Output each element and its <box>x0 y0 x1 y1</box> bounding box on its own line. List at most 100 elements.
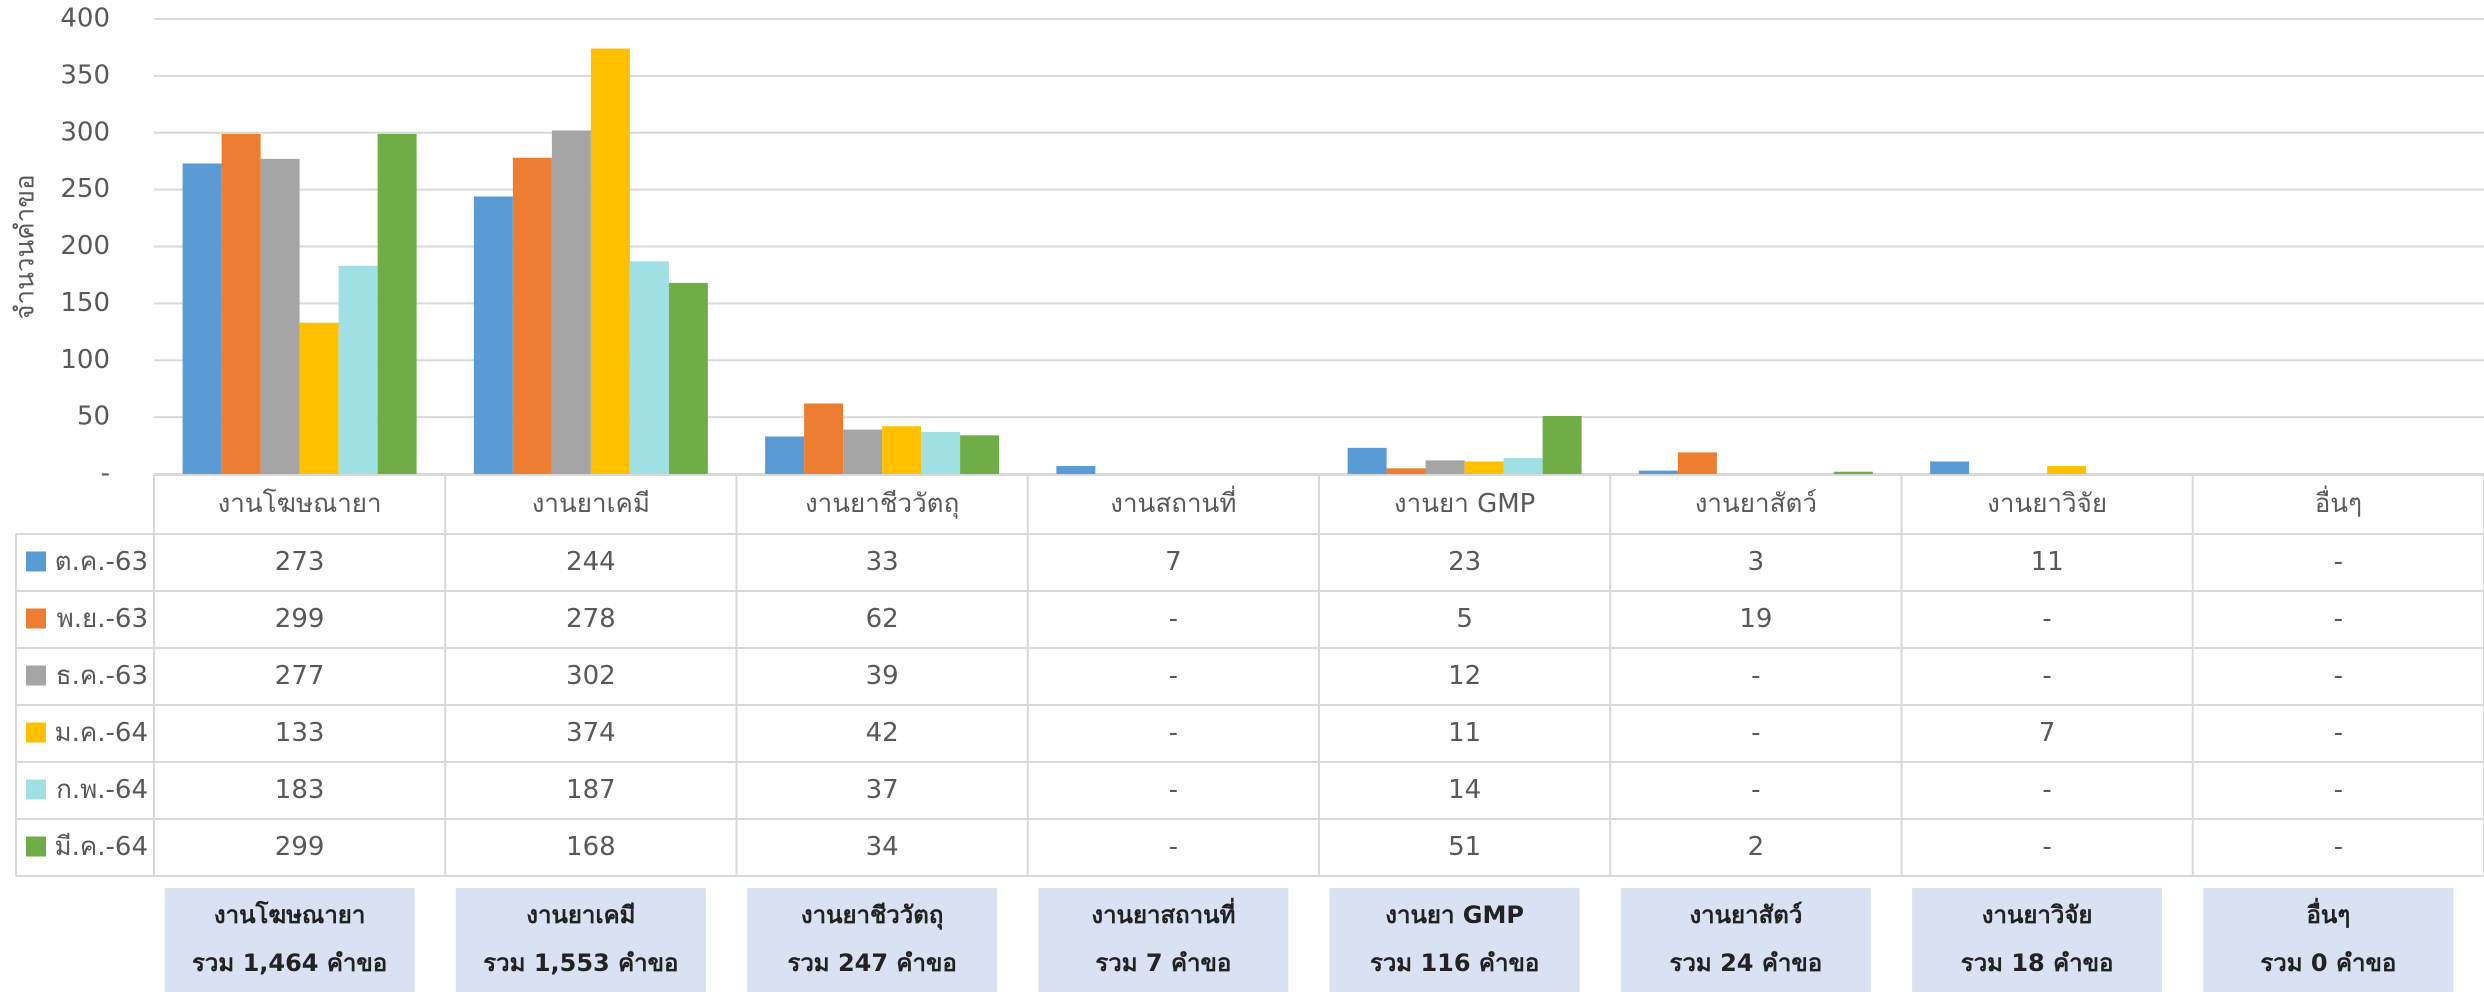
legend-label: ก.พ.-64 <box>56 775 148 805</box>
table-value: - <box>1751 718 1760 748</box>
table-value: 42 <box>866 718 899 748</box>
total-name: งานยาสัตว์ <box>1689 901 1802 929</box>
table-value: 2 <box>1748 832 1765 862</box>
legend-swatch <box>26 722 46 743</box>
x-tick-label: งานยาสัตว์ <box>1695 489 1817 519</box>
table-value: 19 <box>1739 604 1772 634</box>
table-value: 168 <box>566 832 616 862</box>
table-value: - <box>2042 604 2051 634</box>
total-box <box>747 888 998 992</box>
x-tick-label: งานยาวิจัย <box>1987 489 2107 519</box>
total-box <box>455 888 706 992</box>
table-value: 33 <box>866 547 899 577</box>
total-label: รวม 116 คำขอ <box>1370 949 1539 977</box>
bar <box>1347 447 1387 474</box>
table-value: - <box>2042 661 2051 691</box>
total-label: รวม 0 คำขอ <box>2260 949 2396 977</box>
table-value: 374 <box>566 718 616 748</box>
table-value: 299 <box>275 832 325 862</box>
table-value: - <box>1751 661 1760 691</box>
table-value: - <box>1169 718 1178 748</box>
bar <box>668 282 708 474</box>
total-box <box>1329 888 1580 992</box>
legend-swatch <box>26 836 46 857</box>
table-value: 187 <box>566 775 616 805</box>
table-value: 39 <box>866 661 899 691</box>
bar <box>765 436 805 474</box>
table-value: 12 <box>1448 661 1481 691</box>
legend-label: ม.ค.-64 <box>54 718 148 748</box>
table-value: 299 <box>275 604 325 634</box>
legend-swatch <box>26 779 46 800</box>
total-name: งานยาสถานที่ <box>1091 897 1235 929</box>
table-value: - <box>1169 775 1178 805</box>
total-name: งานโฆษณายา <box>214 900 365 929</box>
total-label: รวม 1,553 คำขอ <box>483 949 678 977</box>
table-value: - <box>1169 832 1178 862</box>
table-value: - <box>2334 832 2343 862</box>
bar <box>338 265 378 474</box>
table-value: 34 <box>866 832 899 862</box>
table-value: - <box>2334 547 2343 577</box>
bar <box>551 130 591 474</box>
bar <box>590 48 630 474</box>
table-value: 3 <box>1748 547 1765 577</box>
bar <box>1056 466 1096 474</box>
x-tick-label: งานยา GMP <box>1394 489 1535 519</box>
y-tick-label: 200 <box>60 231 110 261</box>
bar <box>299 322 339 474</box>
table-value: - <box>1169 604 1178 634</box>
y-tick-label: 400 <box>60 4 110 34</box>
bar <box>1503 458 1543 474</box>
table-value: - <box>2334 718 2343 748</box>
bar <box>473 196 513 474</box>
bar <box>1833 471 1873 474</box>
legend-swatch <box>26 608 46 629</box>
bar <box>182 163 222 474</box>
total-name: งานยาชีววัตถุ <box>801 901 944 931</box>
bar <box>1386 468 1426 474</box>
table-value: 302 <box>566 661 616 691</box>
x-tick-label: อื่นๆ <box>2315 485 2362 519</box>
total-label: รวม 18 คำขอ <box>1961 949 2114 977</box>
bar <box>1464 461 1504 474</box>
legend-label: มี.ค.-64 <box>54 832 148 862</box>
x-tick-label: งานโฆษณายา <box>218 488 382 519</box>
total-label: รวม 7 คำขอ <box>1095 949 1231 977</box>
table-value: - <box>1751 775 1760 805</box>
legend-swatch <box>26 551 46 572</box>
y-tick-label: 250 <box>60 174 110 204</box>
y-axis-label: จำนวนคำขอ <box>11 174 41 319</box>
bar <box>629 261 669 474</box>
legend-label: ต.ค.-63 <box>55 547 148 577</box>
table-value: 37 <box>866 775 899 805</box>
total-name: งานยาเคมี <box>526 901 635 929</box>
y-tick-label: 300 <box>60 117 110 147</box>
table-value: 7 <box>1165 547 1182 577</box>
table-value: 273 <box>275 547 325 577</box>
table-value: 183 <box>275 775 325 805</box>
table-value: 14 <box>1448 775 1481 805</box>
bar <box>921 431 961 474</box>
bar <box>1638 470 1678 474</box>
table-value: 7 <box>2039 718 2056 748</box>
bar <box>2047 466 2087 474</box>
x-tick-label: งานยาชีววัตถุ <box>805 489 959 519</box>
table-value: - <box>2334 604 2343 634</box>
bar <box>1930 461 1970 474</box>
y-tick-label: - <box>101 459 110 489</box>
table-value: 51 <box>1448 832 1481 862</box>
total-label: รวม 1,464 คำขอ <box>192 949 387 977</box>
x-tick-label: งานสถานที่ <box>1110 485 1236 519</box>
total-box <box>2203 888 2454 992</box>
table-value: 244 <box>566 547 616 577</box>
table-value: 133 <box>275 718 325 748</box>
total-name: อื่นๆ <box>2307 897 2351 929</box>
table-value: 278 <box>566 604 616 634</box>
bar <box>843 429 883 474</box>
bar <box>804 403 844 474</box>
table-value: - <box>1169 661 1178 691</box>
total-label: รวม 24 คำขอ <box>1670 949 1823 977</box>
total-box <box>1912 888 2163 992</box>
y-tick-label: 100 <box>60 345 110 375</box>
